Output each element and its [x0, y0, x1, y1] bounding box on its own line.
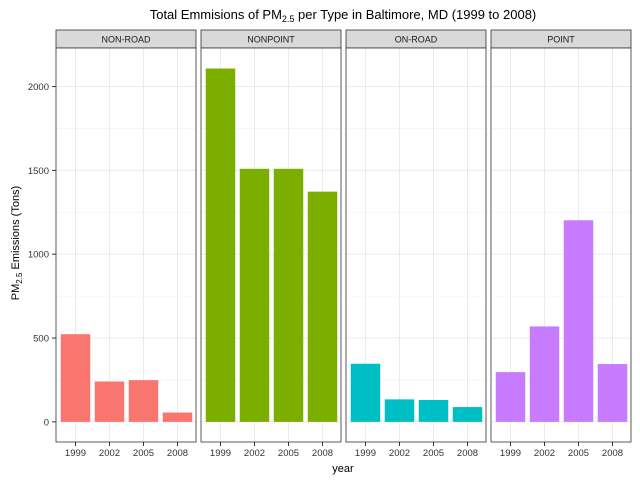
y-axis-ticks: 0 500 1000 1500 2000: [28, 82, 56, 428]
facet-panel-nonpoint: NONPOINT 1999 2002 2005 2008: [200, 29, 342, 459]
bar-on-road-2005: [418, 400, 449, 422]
chart-title: Total Emmisions of PM2.5 per Type in Bal…: [150, 7, 537, 24]
x-tick-label: 2005: [423, 448, 444, 459]
y-tick-label: 500: [33, 334, 49, 345]
facet-panel-on-road: ON-ROAD 1999 2002 2005 2008: [345, 29, 487, 459]
facet-strip-label: NONPOINT: [247, 35, 295, 45]
x-tick-label: 2008: [602, 448, 623, 459]
x-tick-label: 2002: [534, 448, 555, 459]
x-tick-label: 2005: [133, 448, 154, 459]
y-tick-label: 1500: [28, 166, 49, 177]
y-tick-label: 0: [44, 417, 49, 428]
panel-border: [345, 47, 487, 443]
bar-point-1999: [495, 372, 526, 422]
panel-border: [200, 47, 342, 443]
facet-panel-non-road: NON-ROAD 1999 2002 2005 2008: [55, 29, 197, 459]
x-tick-label: 2002: [99, 448, 120, 459]
bar-on-road-2008: [452, 407, 483, 422]
x-tick-label: 2008: [312, 448, 333, 459]
y-tick-label: 2000: [28, 82, 49, 93]
panel-border: [55, 47, 197, 443]
panel-border: [490, 47, 632, 443]
y-tick-label: 1000: [28, 250, 49, 261]
bar-non-road-1999: [60, 334, 91, 422]
x-tick-label: 1999: [355, 448, 376, 459]
bar-nonpoint-2005: [273, 168, 304, 422]
x-tick-label: 2008: [167, 448, 188, 459]
bar-nonpoint-2002: [239, 168, 270, 422]
x-tick-label: 2002: [244, 448, 265, 459]
x-tick-label: 1999: [65, 448, 86, 459]
bar-non-road-2005: [128, 380, 159, 422]
x-tick-label: 2002: [389, 448, 410, 459]
bar-on-road-1999: [350, 363, 381, 422]
bar-on-road-2002: [384, 399, 415, 422]
facet-panel-point: POINT 1999 2002 2005 2008: [490, 29, 632, 459]
facet-strip-label: NON-ROAD: [102, 35, 151, 45]
x-axis-title: year: [332, 463, 354, 475]
x-tick-label: 2008: [457, 448, 478, 459]
x-tick-label: 1999: [210, 448, 231, 459]
facet-strip-label: POINT: [547, 35, 575, 45]
bar-point-2005: [563, 220, 594, 422]
facet-strip-label: ON-ROAD: [395, 35, 438, 45]
bar-nonpoint-1999: [205, 68, 236, 422]
x-tick-label: 1999: [500, 448, 521, 459]
bar-point-2002: [529, 326, 560, 422]
facet-panels: NON-ROAD 1999 2002 2005 2008 NONPOINT 1999 2002…: [55, 29, 632, 459]
x-tick-label: 2005: [278, 448, 299, 459]
bar-point-2008: [597, 364, 628, 422]
x-tick-label: 2005: [568, 448, 589, 459]
bar-non-road-2002: [94, 381, 125, 422]
bar-nonpoint-2008: [307, 191, 338, 422]
y-axis-title: PM2.5 Emissions (Tons): [10, 186, 24, 300]
bar-non-road-2008: [162, 412, 193, 422]
